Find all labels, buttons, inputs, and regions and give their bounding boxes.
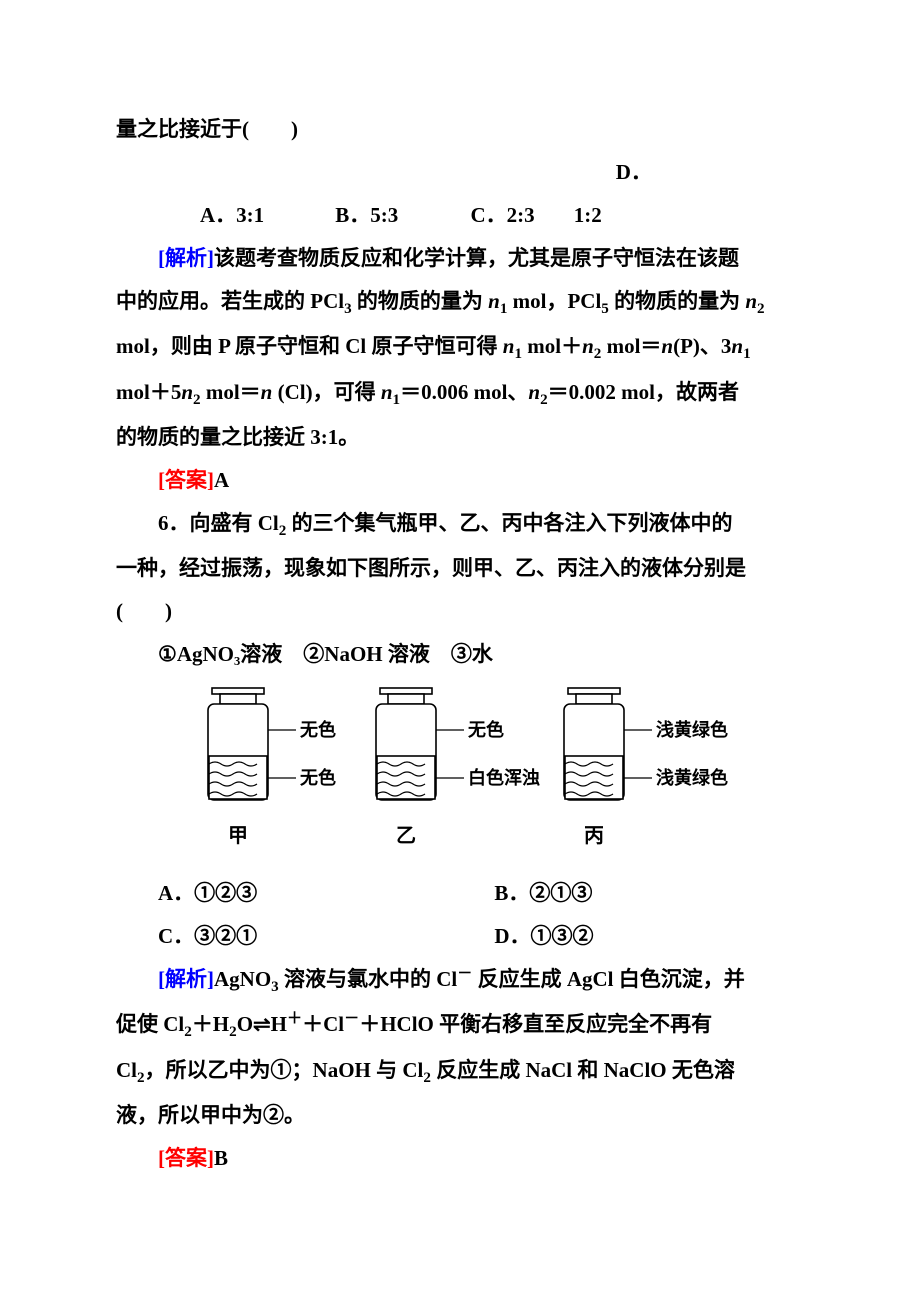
flask-jia: 无色 无色 甲 — [208, 688, 336, 847]
q6-stem-line2: 一种，经过振荡，现象如下图所示，则甲、乙、丙注入的液体分别是 — [116, 547, 804, 590]
q6-stem-choices: ①AgNO₃溶液 ②NaOH 溶液 ③水 — [116, 633, 804, 676]
answer-value: B — [214, 1146, 228, 1170]
q5-answer: [答案]A — [116, 459, 804, 502]
flask-yi-top-label: 无色 — [468, 719, 504, 740]
q6-analysis-line2: 促使 Cl2＋H2O⇌H＋＋Cl－＋HClO 平衡右移直至反应完全不再有 — [116, 1003, 804, 1048]
q6-option-b: B．②①③ — [494, 872, 804, 915]
answer-label: [答案] — [158, 1146, 214, 1170]
flask-jia-bottom-label: 无色 — [300, 767, 336, 788]
flask-yi-name: 乙 — [396, 825, 416, 847]
flask-yi-bottom-label: 白色浑浊 — [468, 767, 540, 788]
q6-options-row-2: C．③②① D．①③② — [116, 915, 804, 958]
q5-analysis-line2: 中的应用。若生成的 PCl3 的物质的量为 n1 mol，PCl5 的物质的量为… — [116, 280, 804, 325]
flask-jia-name: 甲 — [228, 825, 248, 847]
q5-option-a: A．3:1 — [158, 194, 288, 237]
flask-bing-top-label: 浅黄绿色 — [656, 719, 728, 740]
q5-options-row: A．3:1 B．5:3 C．2:3 D．1:2 — [116, 151, 804, 237]
flask-bing-bottom-label: 浅黄绿色 — [656, 767, 728, 788]
q5-option-c: C．2:3 — [429, 194, 569, 237]
flask-yi: 无色 白色浑浊 乙 — [376, 688, 540, 847]
q6-option-d: D．①③② — [494, 915, 804, 958]
flask-bing: 浅黄绿色 浅黄绿色 丙 — [564, 688, 728, 847]
analysis-label: [解析] — [158, 967, 214, 991]
q5-analysis-line4: mol＋5n2 mol＝n (Cl)，可得 n1＝0.006 mol、n2＝0.… — [116, 371, 804, 416]
flask-bing-name: 丙 — [584, 825, 604, 847]
q5-analysis-line3: mol，则由 P 原子守恒和 Cl 原子守恒可得 n1 mol＋n2 mol＝n… — [116, 325, 804, 370]
answer-value: A — [214, 468, 229, 492]
q5-option-b: B．5:3 — [293, 194, 423, 237]
answer-label: [答案] — [158, 468, 214, 492]
q6-figure: 无色 无色 甲 无色 白色浑浊 乙 — [116, 682, 804, 872]
q6-stem-line3: ( ) — [116, 590, 804, 633]
q6-analysis-line3: Cl2，所以乙中为①；NaOH 与 Cl2 反应生成 NaCl 和 NaClO … — [116, 1049, 804, 1094]
flask-jia-top-label: 无色 — [300, 719, 336, 740]
q5-stem-continued: 量之比接近于( ) — [116, 108, 804, 151]
q6-option-a: A．①②③ — [116, 872, 494, 915]
q6-stem-line1: 6．向盛有 Cl2 的三个集气瓶甲、乙、丙中各注入下列液体中的 — [116, 502, 804, 547]
q6-options-row-1: A．①②③ B．②①③ — [116, 872, 804, 915]
q5-analysis-line1: [解析]该题考查物质反应和化学计算，尤其是原子守恒法在该题 — [116, 237, 804, 280]
q6-option-c: C．③②① — [116, 915, 494, 958]
analysis-label: [解析] — [158, 246, 214, 270]
q5-analysis-line5: 的物质的量之比接近 3:1。 — [116, 416, 804, 459]
q6-analysis-line1: [解析]AgNO3 溶液与氯水中的 Cl－ 反应生成 AgCl 白色沉淀，并 — [116, 958, 804, 1003]
q6-answer: [答案]B — [116, 1137, 804, 1180]
q5-option-d: D．1:2 — [574, 151, 674, 237]
q6-analysis-line4: 液，所以甲中为②。 — [116, 1094, 804, 1137]
analysis-text: 该题考查物质反应和化学计算，尤其是原子守恒法在该题 — [214, 246, 739, 270]
